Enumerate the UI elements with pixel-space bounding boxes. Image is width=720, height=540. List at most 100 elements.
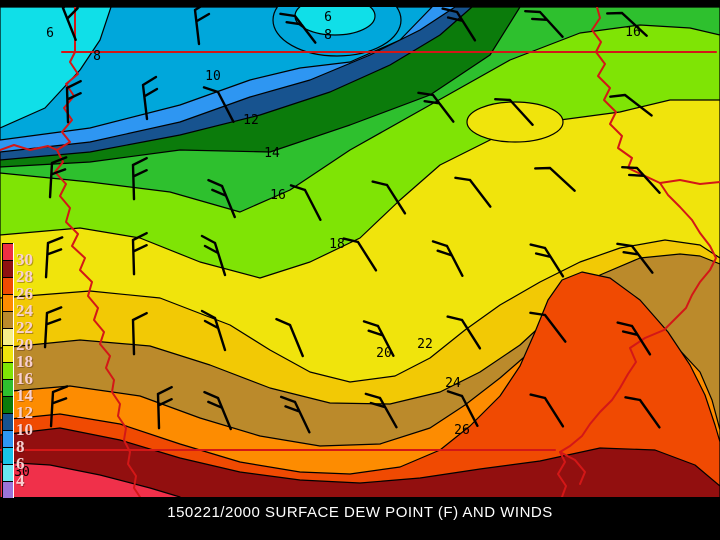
contour-label: 22 [417,337,433,352]
legend-swatch [2,362,13,379]
wind-barb [342,237,378,272]
contour-label: 24 [445,376,461,391]
band-4-6-pocket-nw [0,6,112,129]
wind-barb [621,165,661,194]
legend-swatch [2,413,13,430]
wind-barb [534,166,576,192]
wind-barb [289,184,322,221]
wind-barb [606,11,648,37]
legend-value: 6 [16,454,25,473]
river-east-lower [557,182,717,498]
legend-swatch [2,243,13,260]
river-west [54,149,141,498]
wind-barb [200,309,227,352]
wind-barb [529,243,565,278]
wind-barb [65,79,82,124]
wind-barb [202,86,235,123]
wind-barb [616,321,652,356]
wind-barb [279,12,317,44]
contour-label: 26 [454,423,470,438]
legend-swatch [2,260,13,277]
wind-barb [446,315,482,350]
wind-barb [524,9,564,38]
state-borders [0,6,720,498]
wind-barb [624,396,661,429]
legend-swatch [2,345,13,362]
wind-barb [131,231,148,276]
wind-barb [417,91,455,123]
legend-swatch [2,277,13,294]
legend-swatch [2,464,13,481]
wind-barb [529,393,565,428]
contour-label: 20 [376,346,392,361]
contour-label: 6 [324,10,332,25]
legend-value: 10 [16,420,33,439]
legend-value: 16 [16,369,33,388]
legend-swatch [2,447,13,464]
contour-label: 16 [270,188,286,203]
wind-barb [364,392,398,429]
contour-label: 14 [264,146,280,161]
contour-label: 8 [324,28,332,43]
wind-barb [49,385,69,428]
legend-value: 18 [16,352,33,371]
top-bar [0,0,720,7]
wind-barb [616,242,654,274]
color-scale-legend [2,243,14,498]
legend-swatch [2,396,13,413]
river-south-branch [559,451,586,485]
legend-value: 14 [16,386,33,405]
legend-value: 4 [16,471,25,490]
legend-value: 26 [16,284,33,303]
wind-barbs [43,0,661,434]
wind-barb [200,234,227,277]
bottom-bar [0,497,720,540]
wind-barb [131,311,148,356]
legend-value: 22 [16,318,33,337]
wind-barb [362,320,395,357]
legend-swatch [2,311,13,328]
river-east-upper [591,6,661,184]
wind-barb [141,75,159,121]
contour-label: 16 [625,25,641,40]
caption: 150221/2000 SURFACE DEW POINT (F) AND WI… [167,504,553,521]
wind-barb [529,311,567,343]
contour-label: 6 [46,26,54,41]
legend-swatch [2,481,13,498]
wind-barb [441,7,477,42]
wind-barb [207,178,236,219]
wind-barb [275,317,304,358]
wind-barb [609,93,653,117]
river-northwest [0,51,79,151]
contour-label: 12 [243,113,259,128]
contour-label: 18 [329,237,345,252]
river-east-fork [659,179,720,185]
legend-value: 28 [16,267,33,286]
legend-value: 8 [16,437,25,456]
legend-swatch [2,328,13,345]
wind-barb [431,240,464,277]
wind-barb [279,395,311,434]
wind-barb [446,390,479,427]
wind-barb [156,385,173,430]
legend-swatch [2,430,13,447]
legend-value: 20 [16,335,33,354]
wind-barb [44,236,64,279]
band-28-30 [0,427,720,501]
wind-barb [131,156,148,201]
contour-label: 30 [14,465,30,480]
legend-value: 24 [16,301,33,320]
contour-label: 10 [205,69,221,84]
wind-barb [371,180,407,215]
band-18-20-pocket [466,101,564,143]
wind-barb [203,390,232,431]
contour-label: 8 [93,49,101,64]
legend-value: 12 [16,403,33,422]
legend-swatch [2,294,13,311]
wind-barb [43,306,63,349]
legend-swatch [2,379,13,396]
wind-barb [454,176,492,208]
